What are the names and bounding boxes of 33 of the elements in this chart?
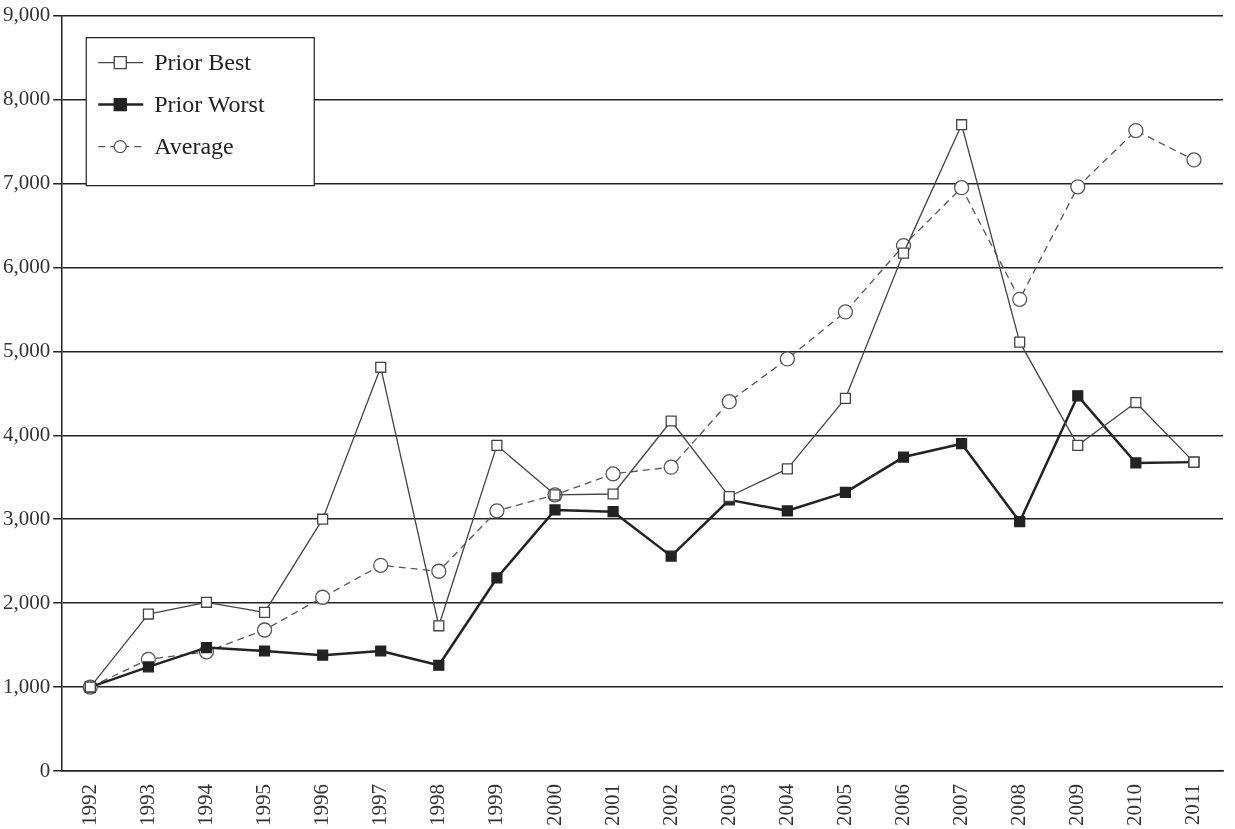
x-tick-label: 1997 [367, 784, 392, 826]
x-tick-label: 2010 [1122, 784, 1147, 826]
x-tick-label: 2009 [1064, 784, 1089, 826]
legend-label: Average [154, 132, 234, 159]
x-tick-label: 2004 [773, 783, 798, 826]
y-tick-label: 7,000 [3, 169, 51, 194]
x-tick-label: 2007 [948, 784, 973, 826]
x-tick-label: 2006 [890, 784, 915, 826]
y-tick-label: 6,000 [3, 253, 51, 278]
y-tick-label: 9,000 [3, 2, 51, 27]
x-tick-label: 1996 [309, 784, 334, 826]
x-tick-label: 2000 [541, 784, 566, 826]
x-tick-label: 2002 [657, 784, 682, 826]
x-tick-label: 1998 [425, 784, 450, 826]
legend-label: Prior Best [154, 48, 252, 75]
x-tick-label: 1992 [76, 784, 101, 826]
x-tick-label: 2003 [715, 784, 740, 826]
x-tick-label: 1999 [483, 784, 508, 826]
y-tick-label: 3,000 [3, 505, 51, 530]
y-tick-label: 0 [39, 757, 51, 782]
x-tick-label: 2008 [1006, 784, 1031, 826]
x-tick-label: 1993 [134, 784, 159, 826]
x-tick-label: 2005 [831, 784, 856, 826]
x-tick-label: 2011 [1180, 784, 1205, 826]
y-tick-label: 8,000 [3, 86, 51, 111]
y-tick-label: 4,000 [3, 421, 51, 446]
y-tick-label: 1,000 [3, 673, 51, 698]
y-tick-label: 2,000 [3, 589, 51, 614]
x-tick-label: 1995 [251, 784, 276, 826]
x-tick-label: 1994 [192, 783, 217, 826]
x-tick-label: 2001 [599, 784, 624, 826]
legend-label: Prior Worst [154, 90, 265, 117]
y-tick-label: 5,000 [3, 337, 51, 362]
